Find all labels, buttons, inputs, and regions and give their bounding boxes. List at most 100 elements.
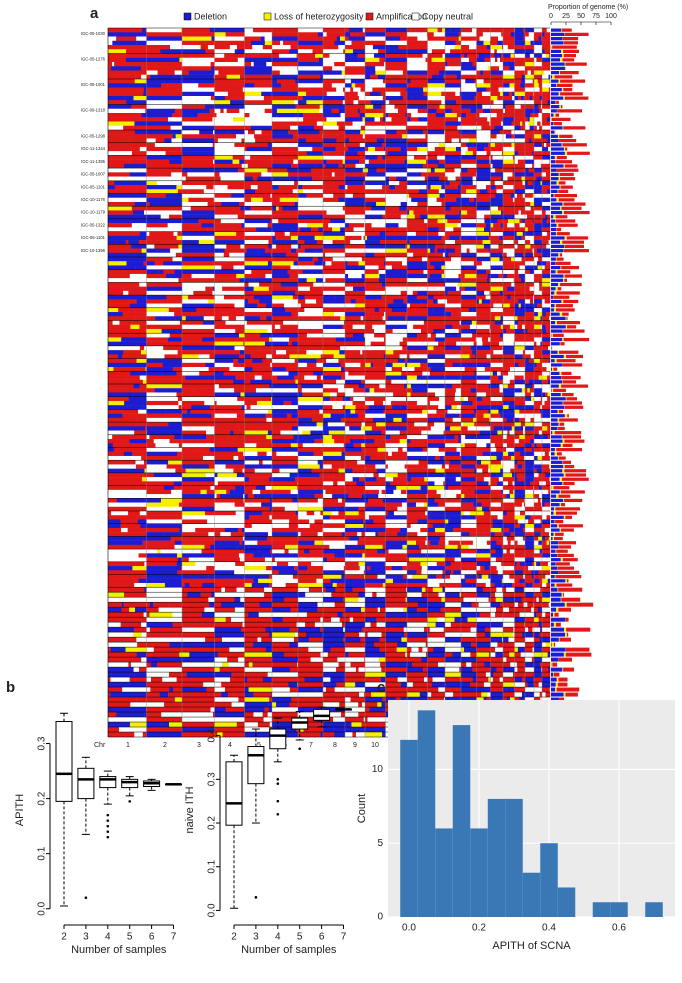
heatmap-segment (528, 100, 535, 105)
heatmap-segment (454, 240, 459, 245)
heatmap-segment (542, 201, 551, 207)
heatmap-segment (427, 218, 438, 224)
heatmap-segment (325, 278, 329, 283)
heatmap-segment (511, 257, 515, 262)
heatmap-segment (501, 49, 504, 54)
heatmap-segment (503, 172, 513, 177)
heatmap-segment (146, 74, 151, 80)
heatmap-segment (534, 49, 542, 54)
heatmap-segment (323, 159, 327, 165)
heatmap-segment (214, 96, 226, 101)
heatmap-segment (527, 227, 535, 232)
heatmap-segment (385, 392, 394, 397)
heatmap-segment (384, 358, 386, 364)
heatmap-segment (187, 53, 215, 58)
heatmap-segment (146, 231, 150, 237)
heatmap-segment (427, 159, 440, 165)
heatmap-segment (517, 405, 524, 410)
heatmap-segment (365, 134, 378, 139)
heatmap-segment (298, 125, 315, 131)
heatmap-segment (292, 295, 299, 300)
heatmap-segment (323, 96, 338, 101)
heatmap-segment (300, 227, 312, 232)
heatmap-segment (445, 142, 460, 148)
heatmap-segment (316, 189, 324, 194)
heatmap-segment (525, 417, 531, 423)
heatmap-segment (534, 286, 540, 292)
heatmap-segment (521, 235, 526, 241)
heatmap-segment (419, 155, 427, 160)
heatmap-segment (272, 91, 277, 97)
heatmap-segment (407, 375, 418, 380)
heatmap-segment (244, 426, 251, 431)
heatmap-segment (493, 303, 503, 308)
heatmap-segment (529, 303, 532, 308)
heatmap-segment (355, 409, 366, 414)
heatmap-segment (214, 91, 229, 97)
heatmap-segment (146, 36, 180, 41)
heatmap-segment (490, 121, 500, 126)
heatmap-segment (399, 180, 408, 186)
heatmap-segment (483, 108, 491, 114)
heatmap-segment (503, 197, 514, 203)
heatmap-segment (467, 210, 477, 215)
heatmap-segment (211, 36, 215, 41)
heatmap-segment (458, 333, 462, 338)
heatmap-segment (214, 53, 225, 58)
heatmap-segment (130, 257, 147, 262)
heatmap-segment (479, 87, 487, 92)
heatmap-segment (182, 197, 189, 203)
heatmap-segment (385, 66, 392, 71)
heatmap-segment (514, 185, 521, 190)
heatmap-segment (146, 121, 168, 126)
heatmap-segment (508, 189, 515, 194)
heatmap-segment (291, 384, 299, 389)
heatmap-segment (343, 49, 346, 54)
heatmap-segment (534, 426, 543, 431)
heatmap-segment (431, 57, 446, 63)
heatmap-segment (532, 248, 535, 253)
heatmap-segment (427, 151, 444, 156)
heatmap-segment (383, 312, 386, 317)
heatmap-segment (485, 163, 491, 169)
heatmap-segment (182, 379, 203, 385)
heatmap-segment (348, 146, 366, 152)
heatmap-segment (179, 36, 183, 41)
heatmap-segment (108, 130, 135, 135)
heatmap-segment (290, 235, 299, 241)
heatmap-segment (229, 252, 245, 258)
heatmap-segment (146, 138, 156, 143)
side-bar (551, 62, 565, 66)
heatmap-segment (445, 189, 455, 194)
heatmap-segment (354, 91, 358, 97)
heatmap-segment (136, 299, 147, 304)
heatmap-segment (427, 337, 436, 342)
heatmap-segment (319, 104, 324, 109)
heatmap-segment (367, 396, 386, 402)
heatmap-segment (302, 341, 324, 347)
heatmap-segment (358, 57, 366, 63)
heatmap-segment (345, 240, 351, 245)
side-bar (559, 418, 578, 422)
side-bar (563, 202, 586, 206)
heatmap-segment (483, 201, 491, 207)
heatmap-segment (514, 201, 526, 207)
heatmap-segment (272, 210, 281, 215)
heatmap-segment (417, 201, 421, 207)
heatmap-segment (427, 223, 441, 228)
heatmap-segment (445, 295, 462, 300)
heatmap-segment (517, 324, 523, 330)
heatmap-segment (125, 214, 147, 220)
heatmap-segment (182, 422, 214, 427)
heatmap-segment (547, 379, 551, 385)
heatmap-segment (323, 286, 344, 292)
heatmap-segment (253, 299, 260, 304)
heatmap-segment (459, 91, 462, 97)
heatmap-segment (475, 354, 477, 359)
heatmap-segment (323, 392, 331, 397)
heatmap-segment (476, 79, 484, 84)
heatmap-segment (542, 74, 549, 80)
heatmap-segment (432, 74, 444, 80)
heatmap-segment (547, 100, 551, 105)
heatmap-segment (544, 32, 551, 37)
